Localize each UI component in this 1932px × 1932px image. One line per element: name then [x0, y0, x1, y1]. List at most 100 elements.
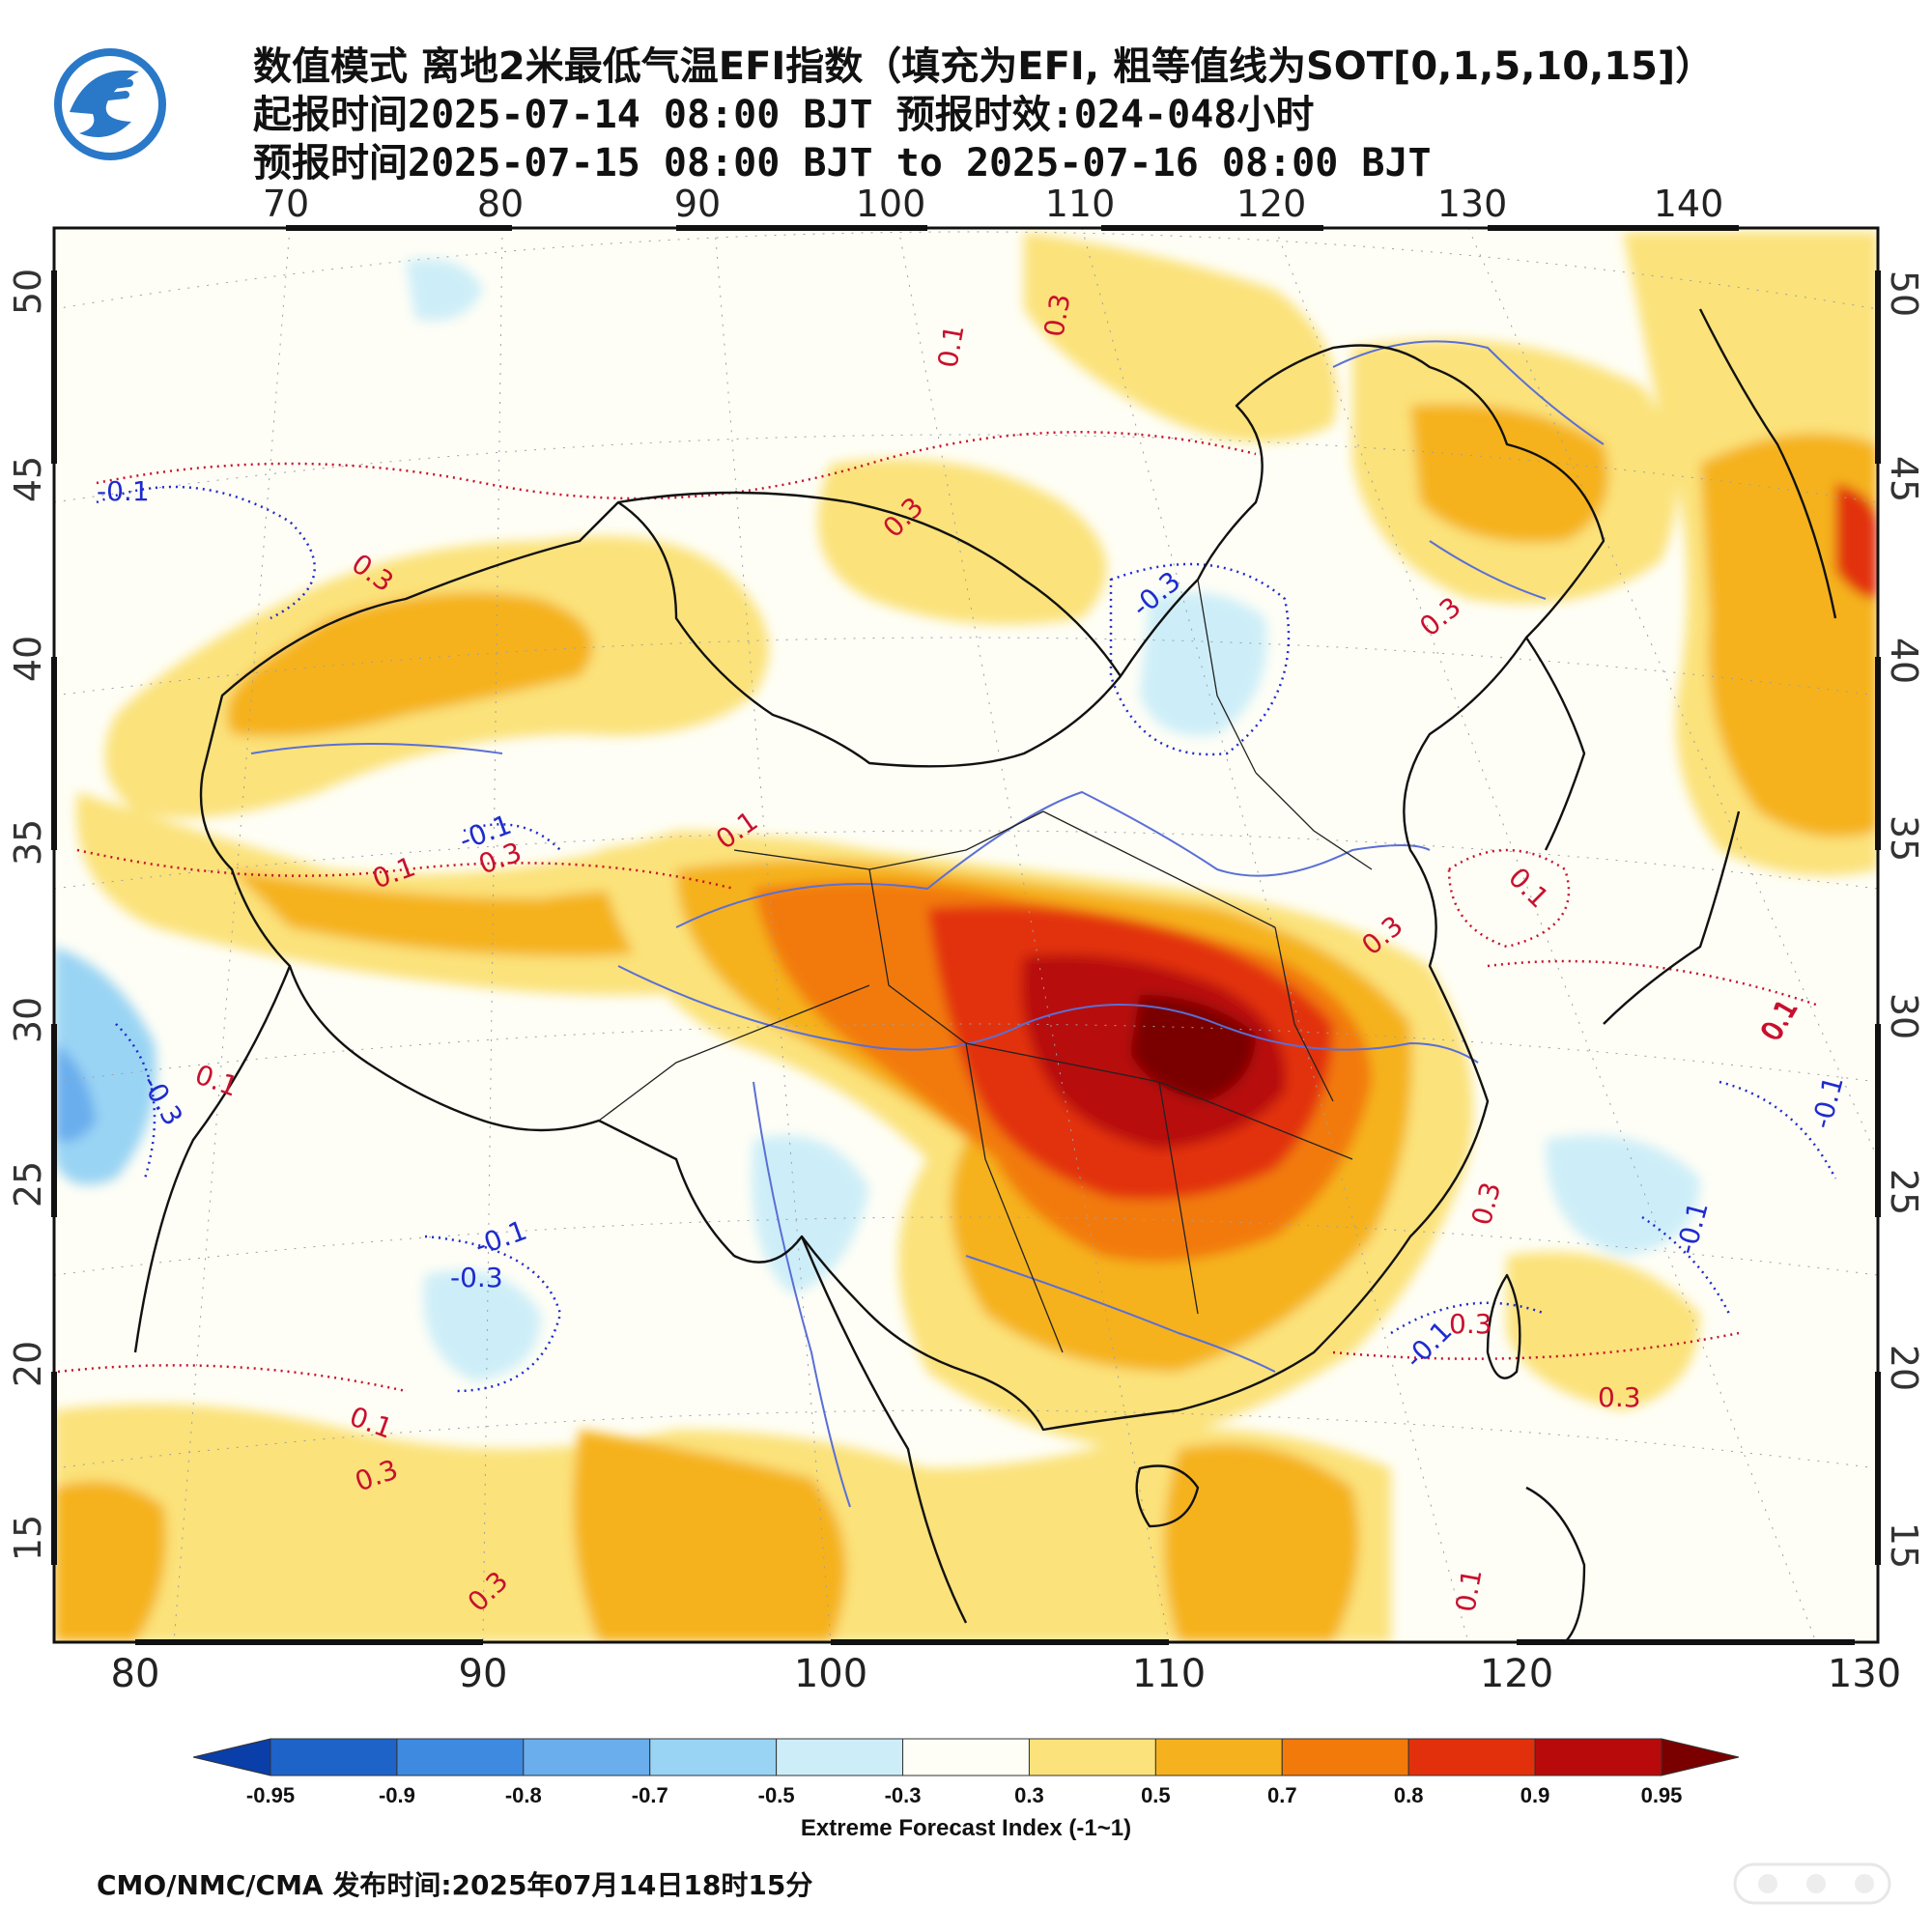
river-mekong [753, 1081, 851, 1508]
lat-label: 50 [7, 269, 49, 315]
efi-region-north-top [1024, 232, 1337, 442]
taiwan [1486, 1273, 1521, 1379]
lat-label: 25 [1883, 1169, 1925, 1215]
lon-label: 100 [856, 183, 926, 225]
efi-region-inner-mongolia-cold [1140, 592, 1267, 736]
colorbar-tick-label: 0.5 [1141, 1783, 1171, 1807]
river-yangtze [617, 965, 1479, 1064]
colorbar-tick-label: -0.5 [758, 1783, 795, 1807]
colorbar-swatch [1281, 1738, 1409, 1776]
map-title: 数值模式 离地2米最低气温EFI指数（填充为EFI, 粗等值线为SOT[0,1,… [253, 44, 1715, 89]
lon-label: 90 [459, 1652, 508, 1696]
contour-label: -0.3 [450, 1262, 503, 1293]
lat-label: 35 [7, 819, 49, 866]
cma-logo [54, 48, 166, 160]
colorbar-tick-label: -0.95 [246, 1783, 295, 1807]
colorbar-arrow-low [192, 1738, 271, 1776]
lon-label: 100 [794, 1652, 867, 1696]
lon-label: 130 [1828, 1652, 1901, 1696]
valid-time: 预报时间2025-07-15 08:00 BJT to 2025-07-16 0… [253, 141, 1432, 185]
lon-label: 110 [1132, 1652, 1206, 1696]
mongolia-border [617, 491, 1122, 677]
colorbar-arrow-high [1661, 1738, 1740, 1776]
colorbar-swatch [1407, 1738, 1536, 1776]
efi-region-north-cold [406, 259, 483, 321]
lat-label: 20 [7, 1341, 49, 1387]
russia-coast [1698, 308, 1837, 619]
graticule [54, 228, 1878, 1642]
japan-coast [1603, 810, 1741, 1025]
colorbar: -0.95 -0.9 -0.8 -0.7 -0.5 -0.3 0.3 0.5 0.7 0.8 0.9… [192, 1738, 1740, 1807]
init-time: 起报时间2025-07-14 08:00 BJT 预报时效:024-048小时 [253, 93, 1315, 137]
colorbar-swatch [776, 1738, 904, 1776]
colorbar-swatch [270, 1738, 398, 1776]
frame-axis-bars [51, 225, 1881, 1645]
lat-label: 40 [7, 636, 49, 682]
rivers [250, 340, 1605, 1508]
contour-label: 0.3 [1037, 292, 1076, 340]
contour-label: 0.1 [1449, 1567, 1488, 1615]
right-lat-labels: 50 45 40 35 30 25 20 15 [1883, 270, 1925, 1569]
colorbar-tick-label: 0.95 [1641, 1783, 1683, 1807]
efi-region-west-pacific [1507, 1252, 1700, 1410]
river-yellow [675, 790, 1431, 928]
bottom-lon-labels: 80 90 100 110 120 130 [111, 1652, 1902, 1696]
efi-fill-layer [54, 232, 1878, 1642]
colorbar-tick-label: 0.9 [1520, 1783, 1550, 1807]
colorbar-swatch [649, 1738, 778, 1776]
indochina-border [800, 1236, 968, 1624]
lon-label: 80 [477, 183, 524, 225]
philippines [1525, 1486, 1586, 1642]
contour-label: 0.3 [1449, 1308, 1492, 1340]
colorbar-swatch [1154, 1738, 1283, 1776]
top-lon-labels: 70 80 90 100 110 120 130 140 [263, 183, 1723, 225]
lon-label: 70 [263, 183, 309, 225]
lat-label: 50 [1883, 270, 1925, 317]
efi-region-northeast-core [1410, 404, 1608, 543]
efi-region-west-cold-core [54, 1043, 97, 1143]
colorbar-tick-label: 0.8 [1394, 1783, 1424, 1807]
lat-label: 30 [1883, 993, 1925, 1039]
watermark-logo [1733, 1862, 1891, 1905]
lon-label: 80 [111, 1652, 160, 1696]
colorbar-tick-label: -0.7 [632, 1783, 668, 1807]
lat-label: 45 [1883, 456, 1925, 502]
colorbar-swatch [902, 1738, 1030, 1776]
lat-label: 15 [7, 1515, 49, 1561]
korea-border [1525, 637, 1586, 851]
lon-label: 130 [1437, 183, 1508, 225]
left-lat-labels: 50 45 40 35 30 25 20 15 [7, 269, 49, 1561]
hainan [1135, 1464, 1200, 1528]
colorbar-tick-label: -0.3 [885, 1783, 922, 1807]
colorbar-swatch [1534, 1738, 1662, 1776]
lat-label: 45 [7, 456, 49, 502]
india-border [133, 965, 292, 1353]
river-amur [1332, 340, 1605, 445]
contour-label: 0.3 [1598, 1381, 1641, 1413]
lon-label: 140 [1654, 183, 1724, 225]
river-songhua [1429, 540, 1547, 600]
lat-label: 30 [7, 997, 49, 1043]
efi-region-bay-of-bengal-cold [423, 1270, 541, 1381]
efi-region-south-core [573, 1430, 846, 1642]
lat-label: 15 [1883, 1522, 1925, 1569]
efi-region-far-east-hot [1835, 483, 1878, 599]
colorbar-title: Extreme Forecast Index (-1~1) [801, 1815, 1131, 1841]
lon-label: 120 [1236, 183, 1307, 225]
contour-label: -0.1 [97, 475, 150, 507]
lat-label: 20 [1883, 1345, 1925, 1391]
colorbar-tick-label: 0.3 [1014, 1783, 1044, 1807]
colorbar-swatch [1028, 1738, 1156, 1776]
lon-label: 110 [1045, 183, 1116, 225]
colorbar-swatch [396, 1738, 525, 1776]
colorbar-swatch [523, 1738, 651, 1776]
lon-label: 120 [1480, 1652, 1553, 1696]
lat-label: 25 [7, 1161, 49, 1208]
lon-label: 90 [674, 183, 721, 225]
lat-label: 35 [1883, 815, 1925, 862]
footer-issue-time: CMO/NMC/CMA 发布时间:2025年07月14日18时15分 [97, 1869, 813, 1901]
river-pearl [965, 1255, 1276, 1373]
efi-region-pacific-cold [1546, 1135, 1700, 1256]
efi-region-central-china-max [1130, 995, 1256, 1101]
